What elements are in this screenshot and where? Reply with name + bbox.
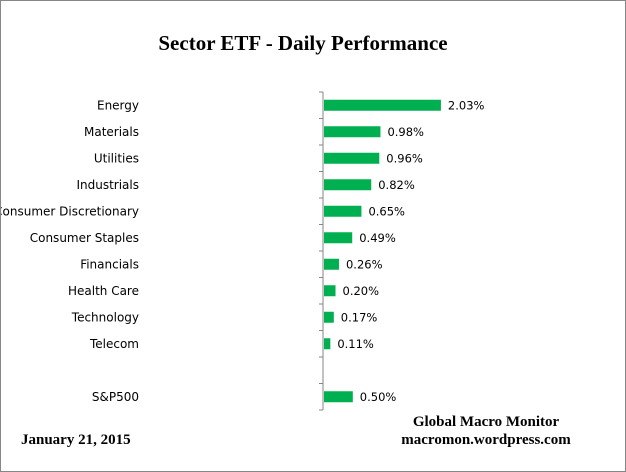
- bar: [324, 99, 441, 111]
- category-label: Consumer Discretionary: [1, 204, 139, 218]
- category-label: Telecom: [89, 337, 139, 351]
- category-label: Industrials: [76, 178, 139, 192]
- data-label: 0.17%: [341, 310, 378, 324]
- source-url: macromon.wordpress.com: [401, 432, 571, 448]
- category-label: Utilities: [94, 151, 139, 165]
- bar: [324, 232, 353, 244]
- data-label: 0.65%: [368, 204, 405, 218]
- category-label: Energy: [97, 98, 139, 112]
- source-name: Global Macro Monitor: [412, 414, 560, 430]
- data-label: 0.98%: [387, 125, 424, 139]
- category-label: Consumer Staples: [30, 231, 139, 245]
- data-label: 2.03%: [448, 98, 485, 112]
- date-label: January 21, 2015: [21, 432, 131, 448]
- bar: [324, 126, 381, 138]
- category-label: Technology: [71, 310, 139, 324]
- category-label: Materials: [84, 125, 139, 139]
- bar: [324, 205, 362, 217]
- bar: [324, 311, 334, 323]
- data-label: 0.49%: [359, 231, 396, 245]
- chart-title: Sector ETF - Daily Performance: [158, 31, 448, 55]
- data-label: 0.20%: [343, 284, 380, 298]
- bar: [324, 391, 353, 403]
- data-label: 0.26%: [346, 257, 383, 271]
- data-label: 0.96%: [386, 151, 423, 165]
- category-label: S&P500: [92, 390, 139, 404]
- bar: [324, 152, 380, 164]
- data-label: 0.82%: [378, 178, 415, 192]
- category-label: Health Care: [68, 284, 139, 298]
- category-label: Financials: [80, 257, 139, 271]
- bar: [324, 285, 336, 297]
- bar: [324, 179, 372, 191]
- data-label: 0.50%: [360, 390, 397, 404]
- bar: [324, 338, 331, 350]
- data-label: 0.11%: [337, 337, 374, 351]
- bar: [324, 258, 339, 270]
